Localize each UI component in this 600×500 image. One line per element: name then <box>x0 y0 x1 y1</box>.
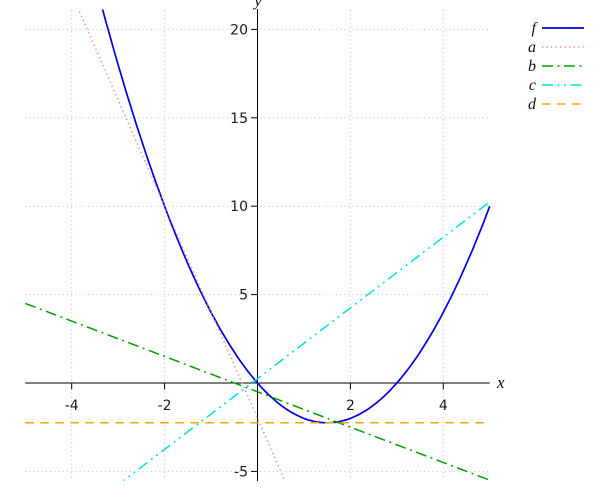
legend-entry-d: d <box>528 96 584 113</box>
axis-ticks <box>71 28 444 472</box>
legend-entry-c: c <box>529 77 584 94</box>
x-tick-label: -4 <box>65 398 79 414</box>
x-tick-label: 4 <box>439 398 448 414</box>
tick-labels: -4 -2 2 4 20 15 10 5 -5 <box>65 22 448 480</box>
y-tick-label: -5 <box>234 464 248 480</box>
series-line-f <box>101 9 491 424</box>
x-tick-label: -2 <box>158 398 172 414</box>
series-lines <box>25 9 491 481</box>
x-tick-label: 2 <box>346 398 355 414</box>
legend-label-d: d <box>528 96 537 113</box>
legend-entry-f: f <box>532 20 584 37</box>
y-axis-label: y <box>252 0 262 10</box>
legend-entry-a: a <box>528 39 584 56</box>
y-tick-label: 5 <box>239 288 248 304</box>
axes <box>25 9 490 481</box>
y-tick-label: 20 <box>230 22 248 38</box>
legend-label-f: f <box>532 20 539 37</box>
legend-entry-b: b <box>528 58 584 75</box>
legend-label-c: c <box>529 77 536 94</box>
legend-label-b: b <box>528 58 536 75</box>
series-line-b <box>25 302 491 481</box>
y-tick-label: 15 <box>230 111 248 127</box>
y-tick-label: 10 <box>230 199 248 215</box>
legend-label-a: a <box>528 39 536 56</box>
x-axis-label: x <box>496 373 505 392</box>
series-line-c <box>122 201 491 481</box>
